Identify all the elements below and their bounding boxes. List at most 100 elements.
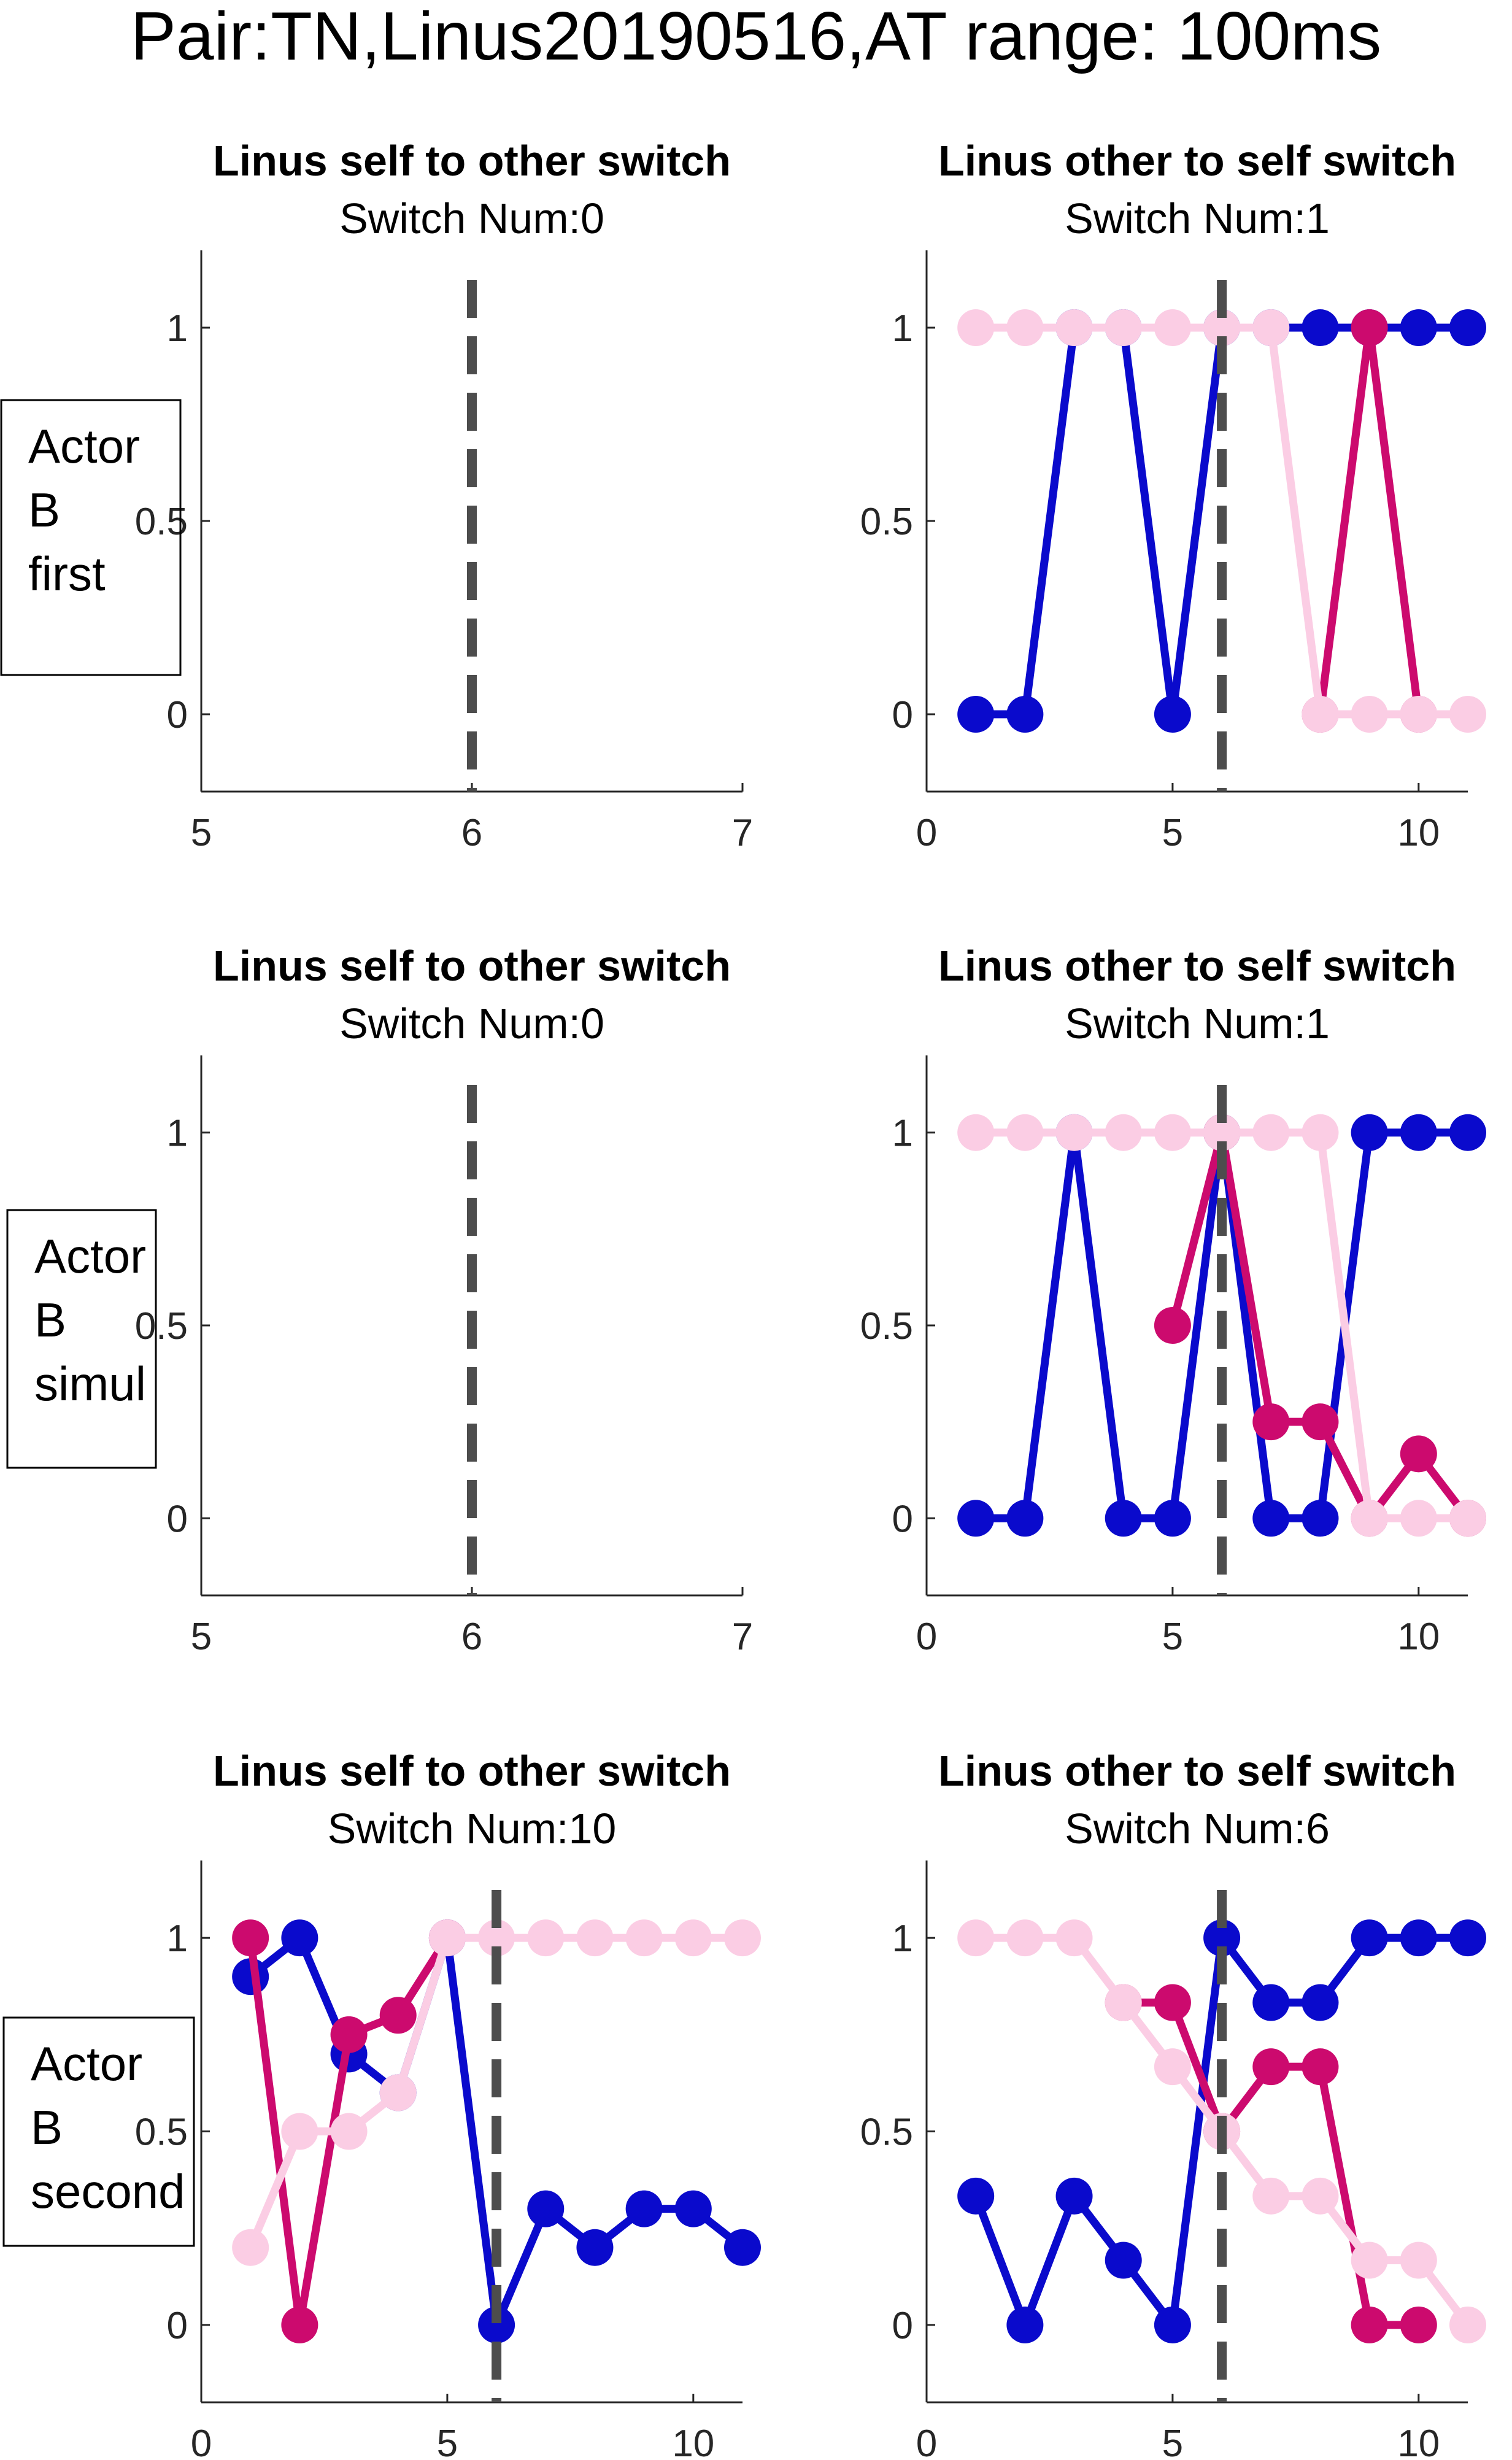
data-point-magenta (330, 2016, 368, 2053)
data-point-blue (1449, 1114, 1486, 1151)
y-tick-label: 1 (167, 307, 188, 350)
data-point-pink (1400, 2242, 1437, 2279)
panel-subtitle: Switch Num:0 (339, 195, 604, 242)
y-tick-label: 0.5 (135, 501, 188, 543)
data-point-magenta (1400, 2306, 1437, 2343)
data-point-blue (1252, 1984, 1290, 2021)
data-point-magenta (1252, 2048, 1290, 2086)
row-label-line: second (31, 2164, 185, 2218)
row-label-line: Actor (34, 1229, 146, 1283)
data-point-blue (1400, 309, 1437, 346)
data-point-blue (478, 2306, 515, 2343)
data-point-pink (1203, 1114, 1241, 1151)
data-point-blue (1105, 1500, 1142, 1537)
data-point-blue (1154, 2306, 1191, 2343)
panel-title: Linus self to other switch (213, 942, 731, 990)
data-point-pink (674, 1919, 712, 1957)
x-tick-label: 10 (1397, 2423, 1440, 2460)
data-point-pink (1351, 696, 1388, 733)
axes-panel-5: Linus self to other switch Switch Num:10 0… (135, 1747, 761, 2460)
y-tick-label: 0.5 (860, 1305, 913, 1348)
x-tick-label: 0 (191, 2423, 212, 2460)
y-tick-label: 0 (167, 694, 188, 736)
data-point-blue (1154, 696, 1191, 733)
x-tick-label: 10 (1397, 1616, 1440, 1658)
data-point-pink (428, 1919, 466, 1957)
data-point-pink (232, 2229, 269, 2266)
data-point-pink (1055, 309, 1093, 346)
panel-subtitle: Switch Num:10 (328, 1805, 617, 1853)
data-point-blue (1006, 1500, 1044, 1537)
data-point-blue (674, 2190, 712, 2227)
y-tick-label: 1 (167, 1112, 188, 1155)
data-point-pink (1252, 309, 1290, 346)
figure-suptitle: Pair:TN,Linus20190516,AT range: 100ms (130, 0, 1382, 74)
axes-panel-3: Linus self to other switch Switch Num:0 5 6… (135, 942, 753, 1658)
panel-title: Linus other to self switch (938, 137, 1456, 185)
x-tick-label: 0 (916, 812, 937, 854)
data-point-magenta (379, 1997, 417, 2034)
data-point-blue (1449, 309, 1486, 346)
data-point-pink (1252, 2177, 1290, 2215)
data-point-pink (1449, 1500, 1486, 1537)
x-tick-label: 5 (1162, 812, 1183, 854)
panel-subtitle: Switch Num:0 (339, 1000, 604, 1047)
row-label-box (0, 399, 182, 676)
data-point-pink (1055, 1919, 1093, 1957)
panel-title: Linus other to self switch (938, 942, 1456, 990)
data-point-magenta (1302, 1403, 1339, 1441)
data-point-pink (1006, 1114, 1044, 1151)
data-point-pink (1006, 309, 1044, 346)
panel-title: Linus self to other switch (213, 1747, 731, 1795)
data-point-pink (1203, 309, 1241, 346)
panel-subtitle: Switch Num:1 (1065, 1000, 1330, 1047)
row-label-box (6, 1209, 157, 1469)
data-point-pink (957, 1919, 995, 1957)
data-point-blue (576, 2229, 614, 2266)
data-point-blue (957, 696, 995, 733)
series-line-magenta (1316, 323, 1423, 715)
axes-panel-2: Linus other to self switch Switch Num:1 0 5… (860, 137, 1486, 854)
data-point-blue (1302, 1984, 1339, 2021)
data-point-pink (1154, 309, 1191, 346)
data-point-pink (379, 2074, 417, 2111)
row-label-line: simul (34, 1357, 146, 1411)
x-tick-label: 5 (191, 812, 212, 854)
panel-subtitle: Switch Num:6 (1065, 1805, 1330, 1853)
y-tick-label: 0 (892, 1498, 913, 1540)
data-point-pink (625, 1919, 663, 1957)
axes-panel-4: Linus other to self switch Switch Num:1 0 5… (860, 942, 1486, 1658)
y-tick-label: 1 (167, 1918, 188, 1960)
x-tick-label: 5 (191, 1616, 212, 1658)
panel-subtitle: Switch Num:1 (1065, 195, 1330, 242)
data-point-pink (1351, 2242, 1388, 2279)
y-tick-label: 0 (892, 694, 913, 736)
data-point-pink (1302, 2177, 1339, 2215)
x-tick-label: 10 (1397, 812, 1440, 854)
data-point-blue (1351, 1919, 1388, 1957)
data-point-pink (330, 2113, 368, 2150)
data-point-pink (281, 2113, 318, 2150)
row-label-line: Actor (28, 419, 140, 473)
data-point-magenta (232, 1919, 269, 1957)
y-tick-label: 0.5 (135, 1305, 188, 1348)
data-point-magenta (1302, 2048, 1339, 2086)
data-point-pink (957, 1114, 995, 1151)
x-tick-label: 7 (732, 812, 753, 854)
data-point-blue (527, 2190, 565, 2227)
data-point-blue (1302, 309, 1339, 346)
data-point-pink (1006, 1919, 1044, 1957)
data-point-magenta (281, 2306, 318, 2343)
data-point-pink (724, 1919, 761, 1957)
data-point-pink (957, 309, 995, 346)
y-tick-label: 0.5 (135, 2111, 188, 2154)
data-point-pink (1154, 1114, 1191, 1151)
row-label-line: Actor (31, 2037, 142, 2091)
data-point-blue (957, 2177, 995, 2215)
data-point-pink (1449, 2306, 1486, 2343)
data-point-magenta (1400, 1435, 1437, 1473)
axes-panel-1: Linus self to other switch Switch Num:0 5 6… (135, 137, 753, 854)
data-point-blue (281, 1919, 318, 1957)
data-point-blue (1302, 1500, 1339, 1537)
